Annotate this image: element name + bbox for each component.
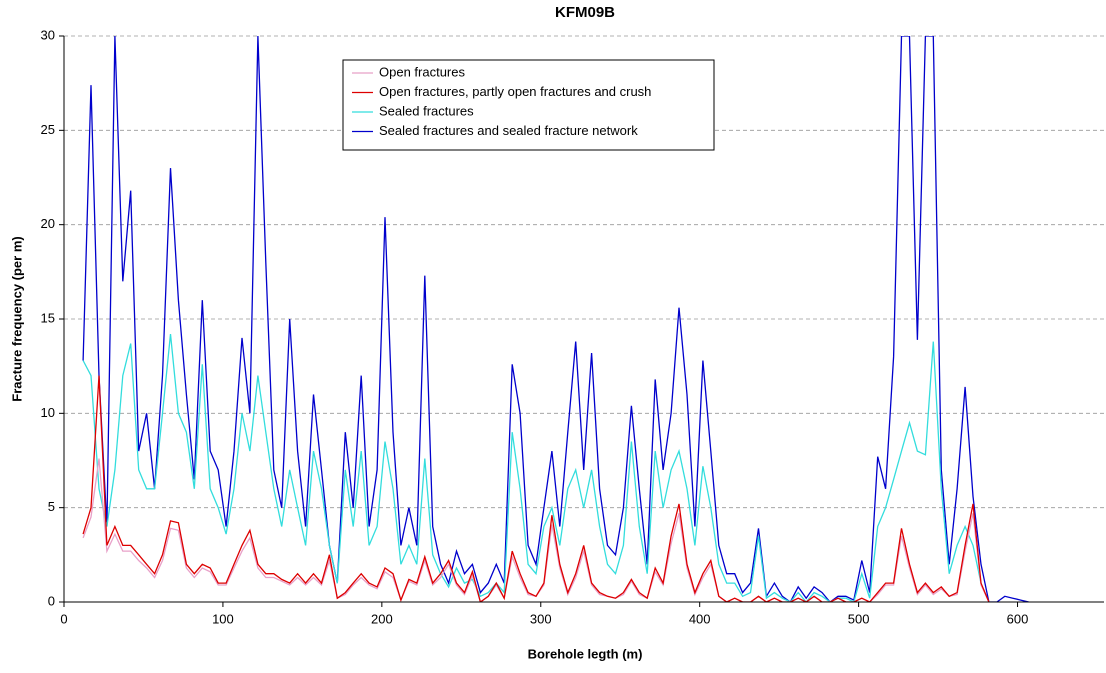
series-line — [82, 36, 1029, 602]
y-tick-label: 10 — [41, 405, 55, 420]
x-tick-label: 400 — [689, 611, 711, 626]
chart-title: KFM09B — [555, 4, 615, 21]
y-tick-label: 20 — [41, 216, 55, 231]
y-tick-label: 5 — [48, 499, 55, 514]
x-tick-label: 300 — [530, 611, 552, 626]
y-tick-label: 25 — [41, 122, 55, 137]
legend-label: Open fractures — [379, 64, 465, 79]
legend: Open fractures Open fractures, partly ope… — [342, 59, 715, 151]
plot-lines — [82, 36, 1029, 602]
y-tick-label: 0 — [48, 593, 55, 608]
legend-label: Sealed fractures and sealed fracture net… — [379, 123, 638, 138]
x-tick-label: 500 — [848, 611, 870, 626]
series-line — [82, 375, 990, 602]
x-tick-label: 600 — [1007, 611, 1029, 626]
x-tick-label: 200 — [371, 611, 393, 626]
y-axis-label: Fracture frequency (per m) — [9, 236, 24, 401]
y-tick-label: 15 — [41, 310, 55, 325]
legend-label: Sealed fractures — [379, 103, 474, 118]
y-tick-label: 30 — [41, 27, 55, 42]
legend-box — [342, 59, 715, 151]
x-tick-label: 100 — [212, 611, 234, 626]
x-tick-label: 0 — [60, 611, 67, 626]
legend-label: Open fractures, partly open fractures an… — [379, 84, 651, 99]
x-axis-label: Borehole legth (m) — [528, 646, 643, 661]
